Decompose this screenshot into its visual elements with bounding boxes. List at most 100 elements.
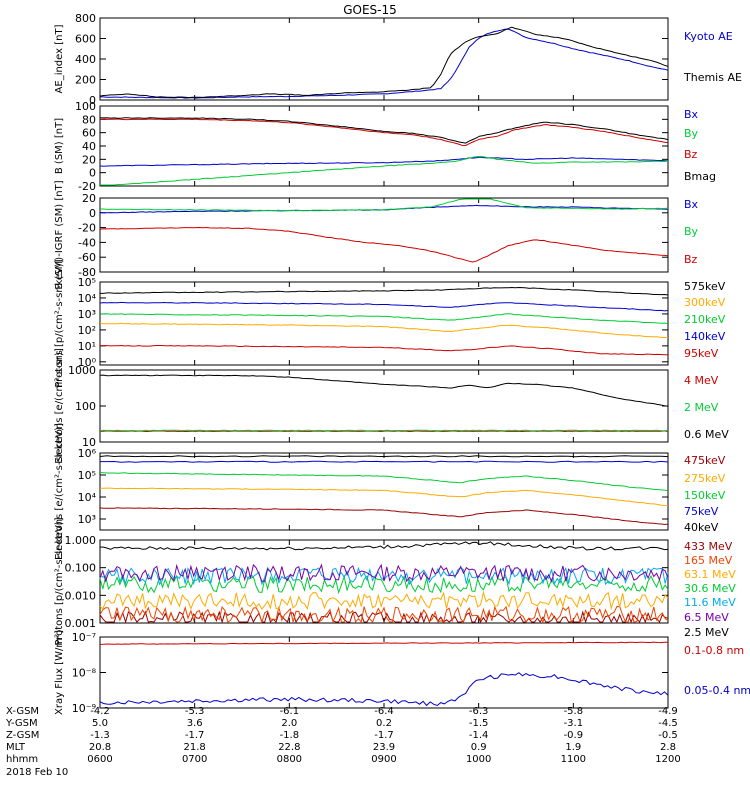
legend-entry: 11.6 MeV <box>684 596 736 609</box>
y-tick-label: 0 <box>89 207 96 220</box>
series-line-2-mev <box>99 429 669 432</box>
series-line-0-05-0-4-nm <box>99 672 669 707</box>
series-line-165-mev <box>99 605 669 624</box>
y-tick-label: 100 <box>75 100 96 113</box>
orbit-cell: -0.9 <box>564 730 584 741</box>
series-line-210kev <box>99 313 669 325</box>
series-line-bz <box>99 118 669 147</box>
orbit-cell: 1.9 <box>565 742 581 753</box>
legend-entry: 40keV <box>684 521 719 534</box>
y-tick-label: 10⁵ <box>78 469 96 482</box>
date-label: 2018 Feb 10 <box>6 767 68 778</box>
y-tick-label: 10¹ <box>78 340 96 353</box>
orbit-cell: -4.2 <box>90 706 110 717</box>
y-tick-label: 1.000 <box>65 534 97 547</box>
y-tick-label: 20 <box>82 192 96 205</box>
legend-entry: By <box>684 127 699 140</box>
orbit-cell: -1.5 <box>469 718 489 729</box>
orbit-cell: 2.0 <box>281 718 297 729</box>
legend-entry: 0.05-0.4 nm <box>684 684 750 697</box>
y-tick-label: 10⁻⁹ <box>72 702 96 715</box>
panel-6: 10³ 10⁴ 10⁵ 10⁶ Electrons [e/(cm²-s-sr-keV)]… <box>54 423 726 560</box>
y-axis-label: B (SM) [nT] <box>54 118 65 174</box>
series-line-bmag <box>99 117 669 144</box>
y-tick-label: 10² <box>78 324 96 337</box>
panel-frame <box>99 281 669 366</box>
y-tick-label: 600 <box>75 33 96 46</box>
y-tick-label: -20 <box>78 222 96 235</box>
series-line-150kev <box>99 472 669 492</box>
orbit-cell: 1200 <box>655 754 680 765</box>
y-tick-label: 200 <box>75 74 96 87</box>
y-tick-label: 0.100 <box>65 562 97 575</box>
orbit-cell: -0.5 <box>658 730 678 741</box>
series-line-themis-ae <box>99 26 669 99</box>
orbit-cell: -1.7 <box>185 730 205 741</box>
series-line-by <box>100 198 669 212</box>
y-axis-label: Protons [p/(cm²-s-sr-keV)] <box>54 517 65 645</box>
legend-entry: 165 MeV <box>684 554 733 567</box>
series-line-0-6-mev <box>99 374 669 407</box>
orbit-cell: -1.3 <box>90 730 110 741</box>
y-tick-label: 100 <box>75 400 96 413</box>
orbit-row-label: Y-GSM <box>5 718 38 729</box>
orbit-cell: 20.8 <box>89 742 111 753</box>
orbit-cell: -5.8 <box>564 706 584 717</box>
y-axis-label: Electrons [e/(cm²-s-sr)] <box>54 348 65 464</box>
orbit-cell: -6.4 <box>374 706 394 717</box>
legend-entry: Bz <box>684 148 698 161</box>
series-line-95kev <box>100 344 669 356</box>
y-axis-label: AE_index [nT] <box>54 24 65 93</box>
orbit-row-label: X-GSM <box>6 706 39 717</box>
series-line-40kev <box>99 455 669 458</box>
orbit-cell: 23.9 <box>373 742 395 753</box>
orbit-row-label: MLT <box>6 742 26 753</box>
legend-entry: 140keV <box>684 330 726 343</box>
y-tick-label: 400 <box>75 53 96 66</box>
y-tick-label: 10⁻⁸ <box>72 667 97 680</box>
orbit-cell: -3.1 <box>564 718 584 729</box>
legend-entry: 210keV <box>684 313 726 326</box>
y-tick-label: 0 <box>89 94 96 107</box>
legend-entry: 2.5 MeV <box>684 626 729 639</box>
panel-frame <box>99 636 669 709</box>
orbit-cell: 0.9 <box>471 742 487 753</box>
orbit-cell: -1.8 <box>280 730 300 741</box>
orbit-cell: 0.2 <box>376 718 392 729</box>
y-axis-label: Xray Flux [W/m²] <box>54 630 65 715</box>
legend-entry: 433 MeV <box>684 540 733 553</box>
panel-frame <box>99 197 669 273</box>
orbit-cell: 0800 <box>277 754 302 765</box>
legend-entry: 2 MeV <box>684 401 719 414</box>
series-line-2-5-mev <box>99 541 669 551</box>
y-tick-label: 60 <box>82 127 96 140</box>
orbit-cell: 2.8 <box>660 742 676 753</box>
series-line-by <box>100 155 669 186</box>
orbit-cell: 1000 <box>466 754 491 765</box>
y-axis-label: Electrons [e/(cm²-s-sr-keV)] <box>54 423 65 560</box>
legend-entry: 6.5 MeV <box>684 611 729 624</box>
legend-entry: 0.6 MeV <box>684 428 729 441</box>
y-tick-label: 10³ <box>78 308 96 321</box>
panel-8: 10⁻⁹ 10⁻⁸ 10⁻⁷ Xray Flux [W/m²] 0.1-0.8 nm 0.… <box>54 630 750 715</box>
y-axis-label: Protons [p/(cm²-s-sr-keV)] <box>54 259 65 387</box>
orbit-cell: -6.1 <box>280 706 300 717</box>
legend-entry: 95keV <box>684 347 719 360</box>
series-line-4-mev <box>99 430 669 433</box>
y-tick-label: 1000 <box>68 364 96 377</box>
legend-entry: 75keV <box>684 505 719 518</box>
series-line-0-1-0-8-nm <box>99 641 669 645</box>
orbit-row-label: hhmm <box>6 754 38 765</box>
orbit-cell: 0600 <box>87 754 112 765</box>
series-line-575kev <box>100 286 669 296</box>
orbit-cell: -5.3 <box>185 706 205 717</box>
y-tick-label: 10⁶ <box>78 447 97 460</box>
legend-entry: Bx <box>684 198 699 211</box>
